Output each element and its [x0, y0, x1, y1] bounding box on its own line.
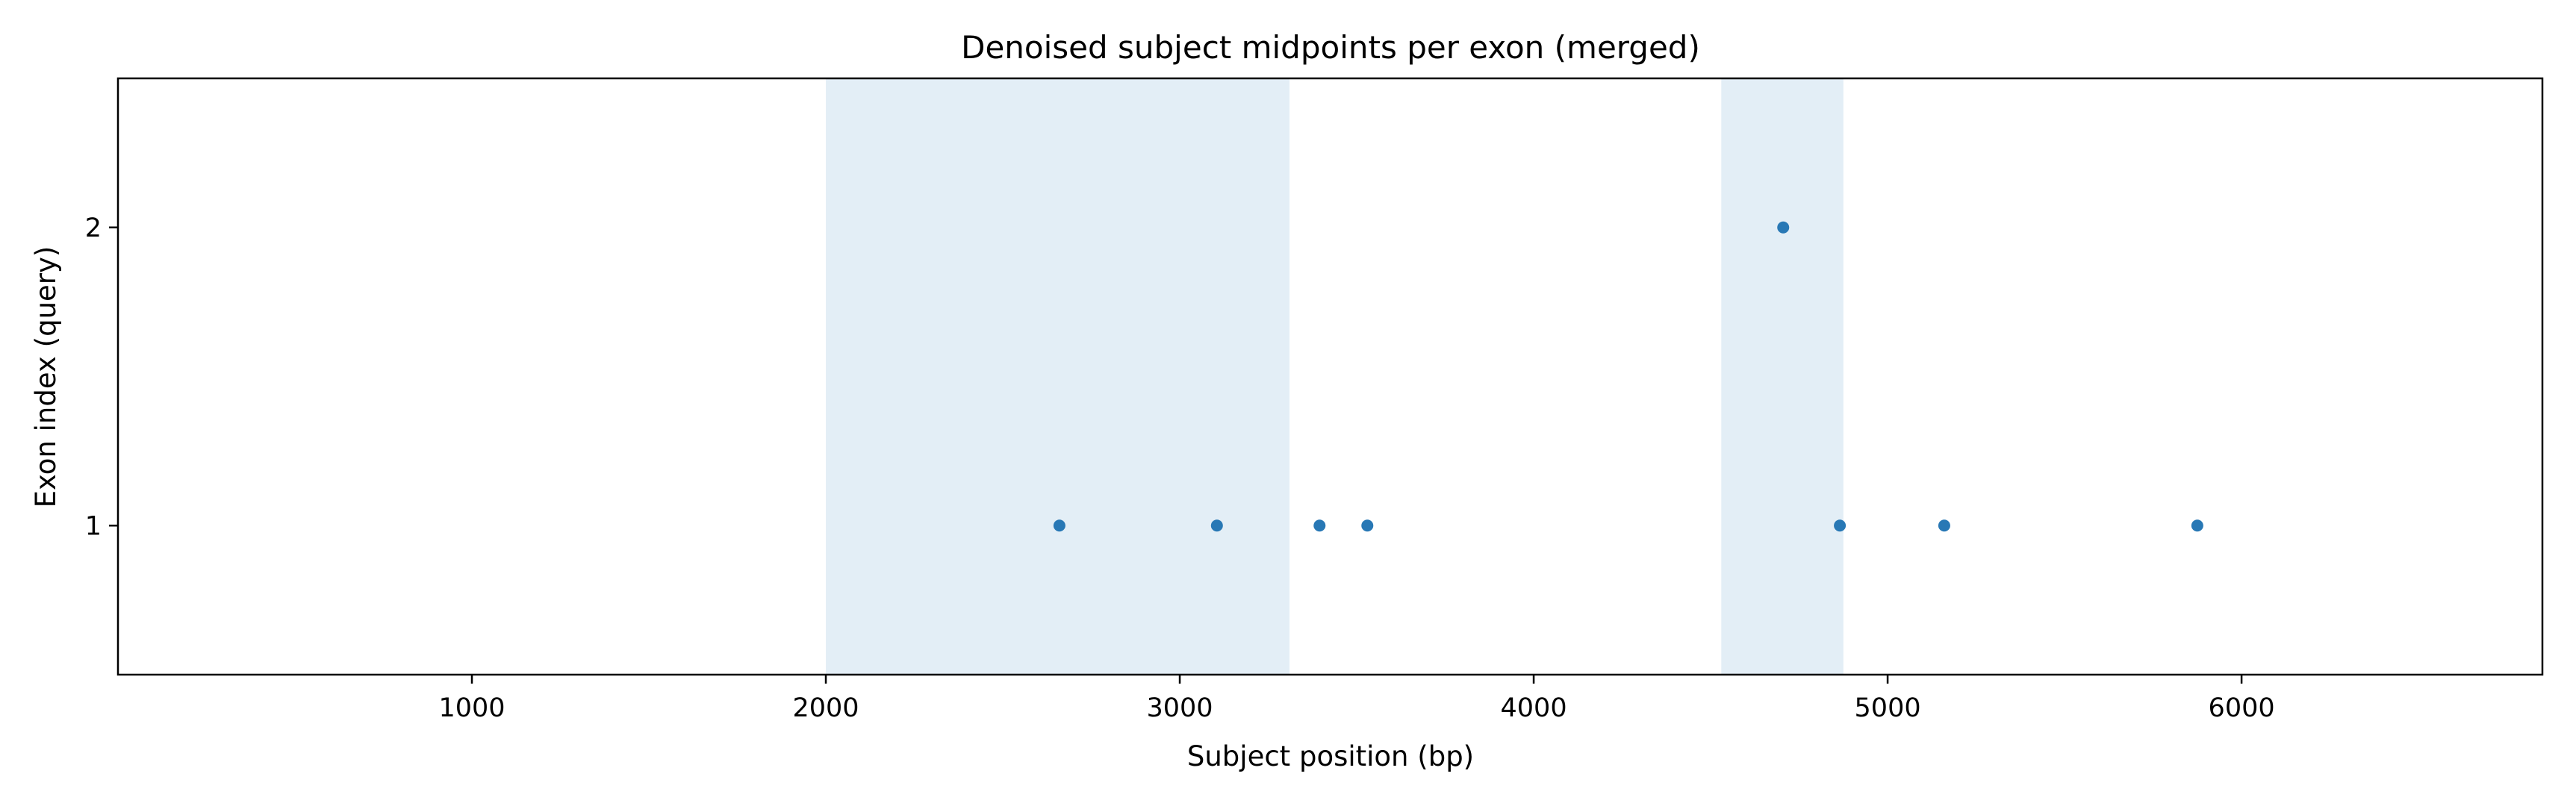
x-tick-label: 4000: [1501, 693, 1567, 723]
plot-frame: [116, 77, 2544, 676]
y-axis-label: Exon index (query): [30, 246, 62, 508]
x-tick-label: 2000: [792, 693, 859, 723]
data-point-2: [1210, 519, 1223, 532]
x-tick-label: 6000: [2209, 693, 2275, 723]
x-axis-label: Subject position (bp): [1187, 740, 1474, 772]
x-axis-ticks: 1000 2000 3000 4000 5000 6000: [438, 675, 2275, 723]
shaded-region-2: [1721, 78, 1844, 675]
x-tick-label: 3000: [1147, 693, 1213, 723]
data-points: [1053, 221, 2203, 532]
chart-title: Denoised subject midpoints per exon (mer…: [961, 29, 1700, 66]
data-point-3: [1313, 519, 1326, 532]
shaded-region-1: [826, 78, 1289, 675]
data-point-4: [1361, 519, 1374, 532]
y-tick-label: 2: [85, 213, 102, 243]
shaded-regions: [826, 78, 1844, 675]
y-axis-ticks: 12: [85, 213, 118, 541]
data-point-1: [1053, 519, 1065, 532]
y-tick-label: 1: [85, 511, 102, 541]
x-tick-label: 1000: [438, 693, 505, 723]
x-tick-label: 5000: [1855, 693, 1921, 723]
data-point-5: [1777, 221, 1790, 234]
data-point-7: [1938, 519, 1950, 532]
data-point-6: [1834, 519, 1847, 532]
data-point-8: [2191, 519, 2203, 532]
